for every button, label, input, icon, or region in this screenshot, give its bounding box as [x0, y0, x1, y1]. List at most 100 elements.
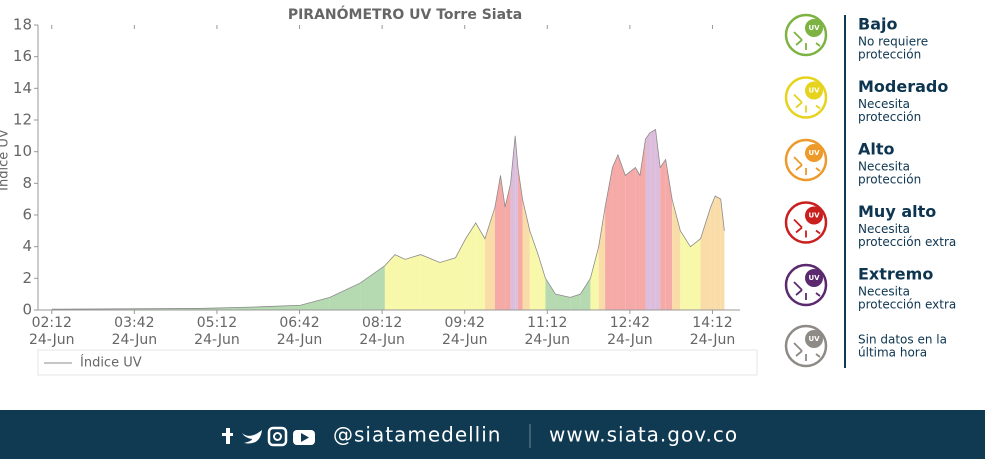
x-tick-label: 05:12 — [197, 315, 237, 331]
uv-area-segment — [639, 139, 646, 310]
y-tick-label: 16 — [13, 47, 32, 65]
level-description: protección — [858, 48, 921, 62]
level-description: Necesita — [858, 285, 910, 299]
uv-icon-label: UV — [808, 212, 820, 220]
chart-title: PIRANÓMETRO UV Torre Siata — [288, 5, 522, 23]
uv-area-segment — [672, 199, 681, 310]
x-tick-date: 24-Jun — [525, 332, 571, 348]
facebook-icon — [222, 433, 233, 436]
uv-icon-sun — [805, 206, 823, 225]
uv-area-segment — [680, 230, 691, 310]
x-tick-label: 08:12 — [362, 315, 402, 331]
x-tick-date: 24-Jun — [359, 332, 405, 348]
y-tick-label: 6 — [22, 206, 32, 224]
social-icons — [222, 426, 315, 447]
uv-icon-label: UV — [808, 24, 820, 32]
uv-area-segment — [510, 135, 516, 310]
x-tick-date: 24-Jun — [29, 332, 75, 348]
uv-area-segment — [515, 135, 518, 310]
plot: 02468101214161802:1224-Jun03:4224-Jun05:… — [13, 16, 740, 348]
uv-icon-label: UV — [808, 149, 820, 157]
uv-icon-sun — [805, 269, 823, 287]
y-tick-label: 14 — [13, 79, 32, 97]
level-name: Alto — [858, 140, 895, 159]
level-description: Necesita — [858, 222, 910, 236]
uv-icon-label: UV — [808, 335, 820, 343]
uv-area-segment — [580, 278, 591, 310]
y-tick-label: 0 — [22, 301, 32, 319]
y-tick-label: 8 — [22, 174, 32, 192]
x-tick-date: 24-Jun — [194, 332, 240, 348]
level-name: Extremo — [858, 265, 933, 284]
uv-area-segment — [329, 283, 361, 310]
x-tick-label: 06:42 — [279, 315, 319, 331]
uv-icon-arrows — [793, 218, 821, 238]
uv-icon-label: UV — [808, 87, 820, 95]
x-tick-label: 02:12 — [32, 315, 72, 331]
uv-icon-arrows — [793, 93, 821, 113]
uv-area-segment — [612, 154, 618, 310]
uv-area-segment — [665, 159, 673, 310]
uv-area-segment — [522, 199, 530, 310]
no-data-description: Sin datos en la — [858, 333, 947, 347]
y-tick-label: 18 — [13, 16, 32, 34]
no-data-description: última hora — [858, 346, 927, 360]
uv-area-segment — [455, 238, 466, 310]
uv-area-segment — [260, 305, 301, 310]
uv-area-segment — [617, 154, 626, 310]
uv-area-segment — [505, 183, 511, 310]
level-description: protección extra — [858, 235, 956, 249]
x-tick-date: 24-Jun — [690, 332, 736, 348]
x-tick-date: 24-Jun — [607, 332, 653, 348]
x-tick-label: 03:42 — [114, 315, 154, 331]
uv-area-segment — [625, 167, 636, 310]
uv-area-segment — [465, 222, 476, 310]
uv-area-segment — [555, 294, 571, 310]
uv-area-segment — [500, 175, 506, 310]
uv-area-segment — [690, 238, 701, 310]
uv-icon-sun — [805, 330, 823, 348]
uv-area-segment — [715, 196, 721, 310]
uv-area-segment — [645, 132, 651, 310]
uv-icon-sun — [805, 81, 823, 100]
uv-area-segment — [650, 129, 656, 310]
uv-icon-arrows — [793, 342, 821, 361]
uv-area-segment — [394, 254, 406, 310]
level-description: No requiere — [858, 35, 928, 49]
uv-area-segment — [439, 257, 456, 310]
footer-url: www.siata.gov.co — [549, 423, 738, 447]
uv-area-segment — [484, 207, 495, 310]
uv-area-segment — [475, 222, 485, 310]
y-tick-label: 12 — [13, 111, 32, 129]
level-name: Muy alto — [858, 202, 936, 221]
uv-icon-label: UV — [808, 274, 820, 282]
y-tick-label: 2 — [22, 269, 32, 287]
uv-area-segment — [517, 167, 523, 310]
x-tick-label: 11:12 — [527, 315, 567, 331]
level-description: protección — [858, 173, 921, 187]
instagram-icon — [267, 426, 288, 447]
uv-area-segment — [720, 199, 725, 310]
x-tick-label: 09:42 — [445, 315, 485, 331]
legend-box — [37, 349, 758, 376]
uv-icon-sun — [805, 144, 823, 162]
uv-area-segment — [570, 294, 581, 310]
youtube-icon — [301, 433, 309, 442]
uv-area-segment — [420, 254, 440, 310]
uv-area-segment — [494, 175, 501, 310]
uv-area-segment — [538, 254, 546, 310]
twitter-icon — [242, 430, 262, 444]
uv-icon-arrows — [793, 31, 821, 50]
uv-area-segment — [590, 246, 599, 310]
x-tick-date: 24-Jun — [112, 332, 158, 348]
uv-area-segment — [710, 196, 716, 310]
y-axis-label: Índice UV — [0, 129, 12, 191]
level-name: Bajo — [858, 15, 897, 34]
level-description: protección extra — [858, 298, 956, 312]
uv-icon-arrows — [793, 281, 821, 300]
instagram-icon — [273, 432, 282, 441]
uv-area-segment — [660, 159, 666, 310]
uv-icon-sun — [805, 19, 823, 37]
